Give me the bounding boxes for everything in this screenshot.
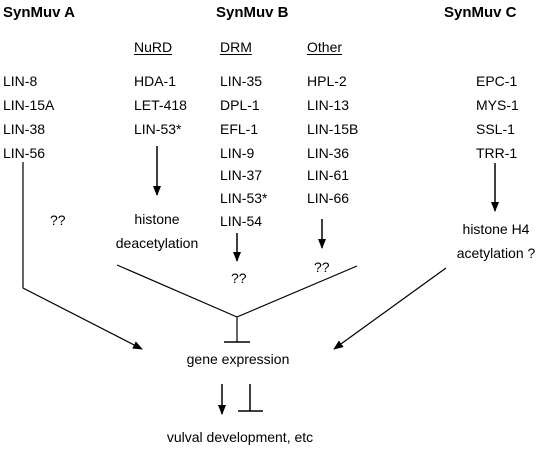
drm-gene: LIN-54 — [220, 213, 263, 229]
synmuv-c-gene: EPC-1 — [476, 73, 518, 89]
vulval-development-label: vulval development, etc — [166, 429, 314, 445]
nurd-outcome-line-1: histone — [134, 211, 180, 227]
synmuv-b-left-branch — [116, 264, 238, 318]
other-outcome: ?? — [314, 259, 330, 275]
other-gene: LIN-66 — [307, 190, 350, 206]
other-label: Other — [307, 39, 343, 55]
drm-gene: LIN-35 — [220, 73, 263, 89]
other-gene: LIN-13 — [307, 97, 350, 113]
drm-gene: DPL-1 — [220, 97, 260, 113]
synmuv-c-gene: SSL-1 — [476, 121, 515, 137]
synmuv-c-to-expression-arrow — [333, 267, 447, 350]
synmuv-c-gene: MYS-1 — [476, 97, 519, 113]
synmuv-c-title: SynMuv C — [444, 4, 517, 21]
drm-gene: LIN-53* — [220, 190, 268, 206]
gene-expression-label: gene expression — [186, 351, 290, 367]
synmuv-a-outcome: ?? — [50, 212, 66, 228]
drm-gene: LIN-37 — [220, 167, 263, 183]
drm-label: DRM — [220, 39, 252, 55]
nurd-outcome-line-2: deacetylation — [115, 235, 199, 251]
other-gene: LIN-61 — [307, 167, 350, 183]
drm-gene: EFL-1 — [220, 121, 259, 137]
synmuv-a-gene: LIN-15A — [3, 97, 55, 113]
other-gene: LIN-36 — [307, 145, 350, 161]
synmuv-c-gene: TRR-1 — [476, 145, 518, 161]
synmuv-b-title: SynMuv B — [216, 4, 289, 21]
drm-gene: LIN-9 — [220, 145, 255, 161]
nurd-label: NuRD — [134, 39, 173, 55]
synmuv-c-outcome-line-2: acetylation ? — [456, 245, 536, 261]
synmuv-a-gene: LIN-56 — [3, 145, 46, 161]
synmuv-c-outcome-line-1: histone H4 — [462, 221, 530, 237]
other-gene: HPL-2 — [307, 73, 347, 89]
drm-outcome: ?? — [231, 270, 247, 286]
nurd-gene: LIN-53* — [134, 121, 182, 137]
other-gene: LIN-15B — [307, 121, 359, 137]
synmuv-a-gene: LIN-8 — [3, 73, 38, 89]
synmuv-a-title: SynMuv A — [3, 4, 75, 21]
synmuv-a-arrow — [22, 162, 143, 350]
nurd-gene: LET-418 — [134, 97, 187, 113]
nurd-gene: HDA-1 — [134, 73, 177, 89]
synmuv-a-gene: LIN-38 — [3, 121, 46, 137]
synmuv-b-right-branch — [236, 265, 358, 318]
